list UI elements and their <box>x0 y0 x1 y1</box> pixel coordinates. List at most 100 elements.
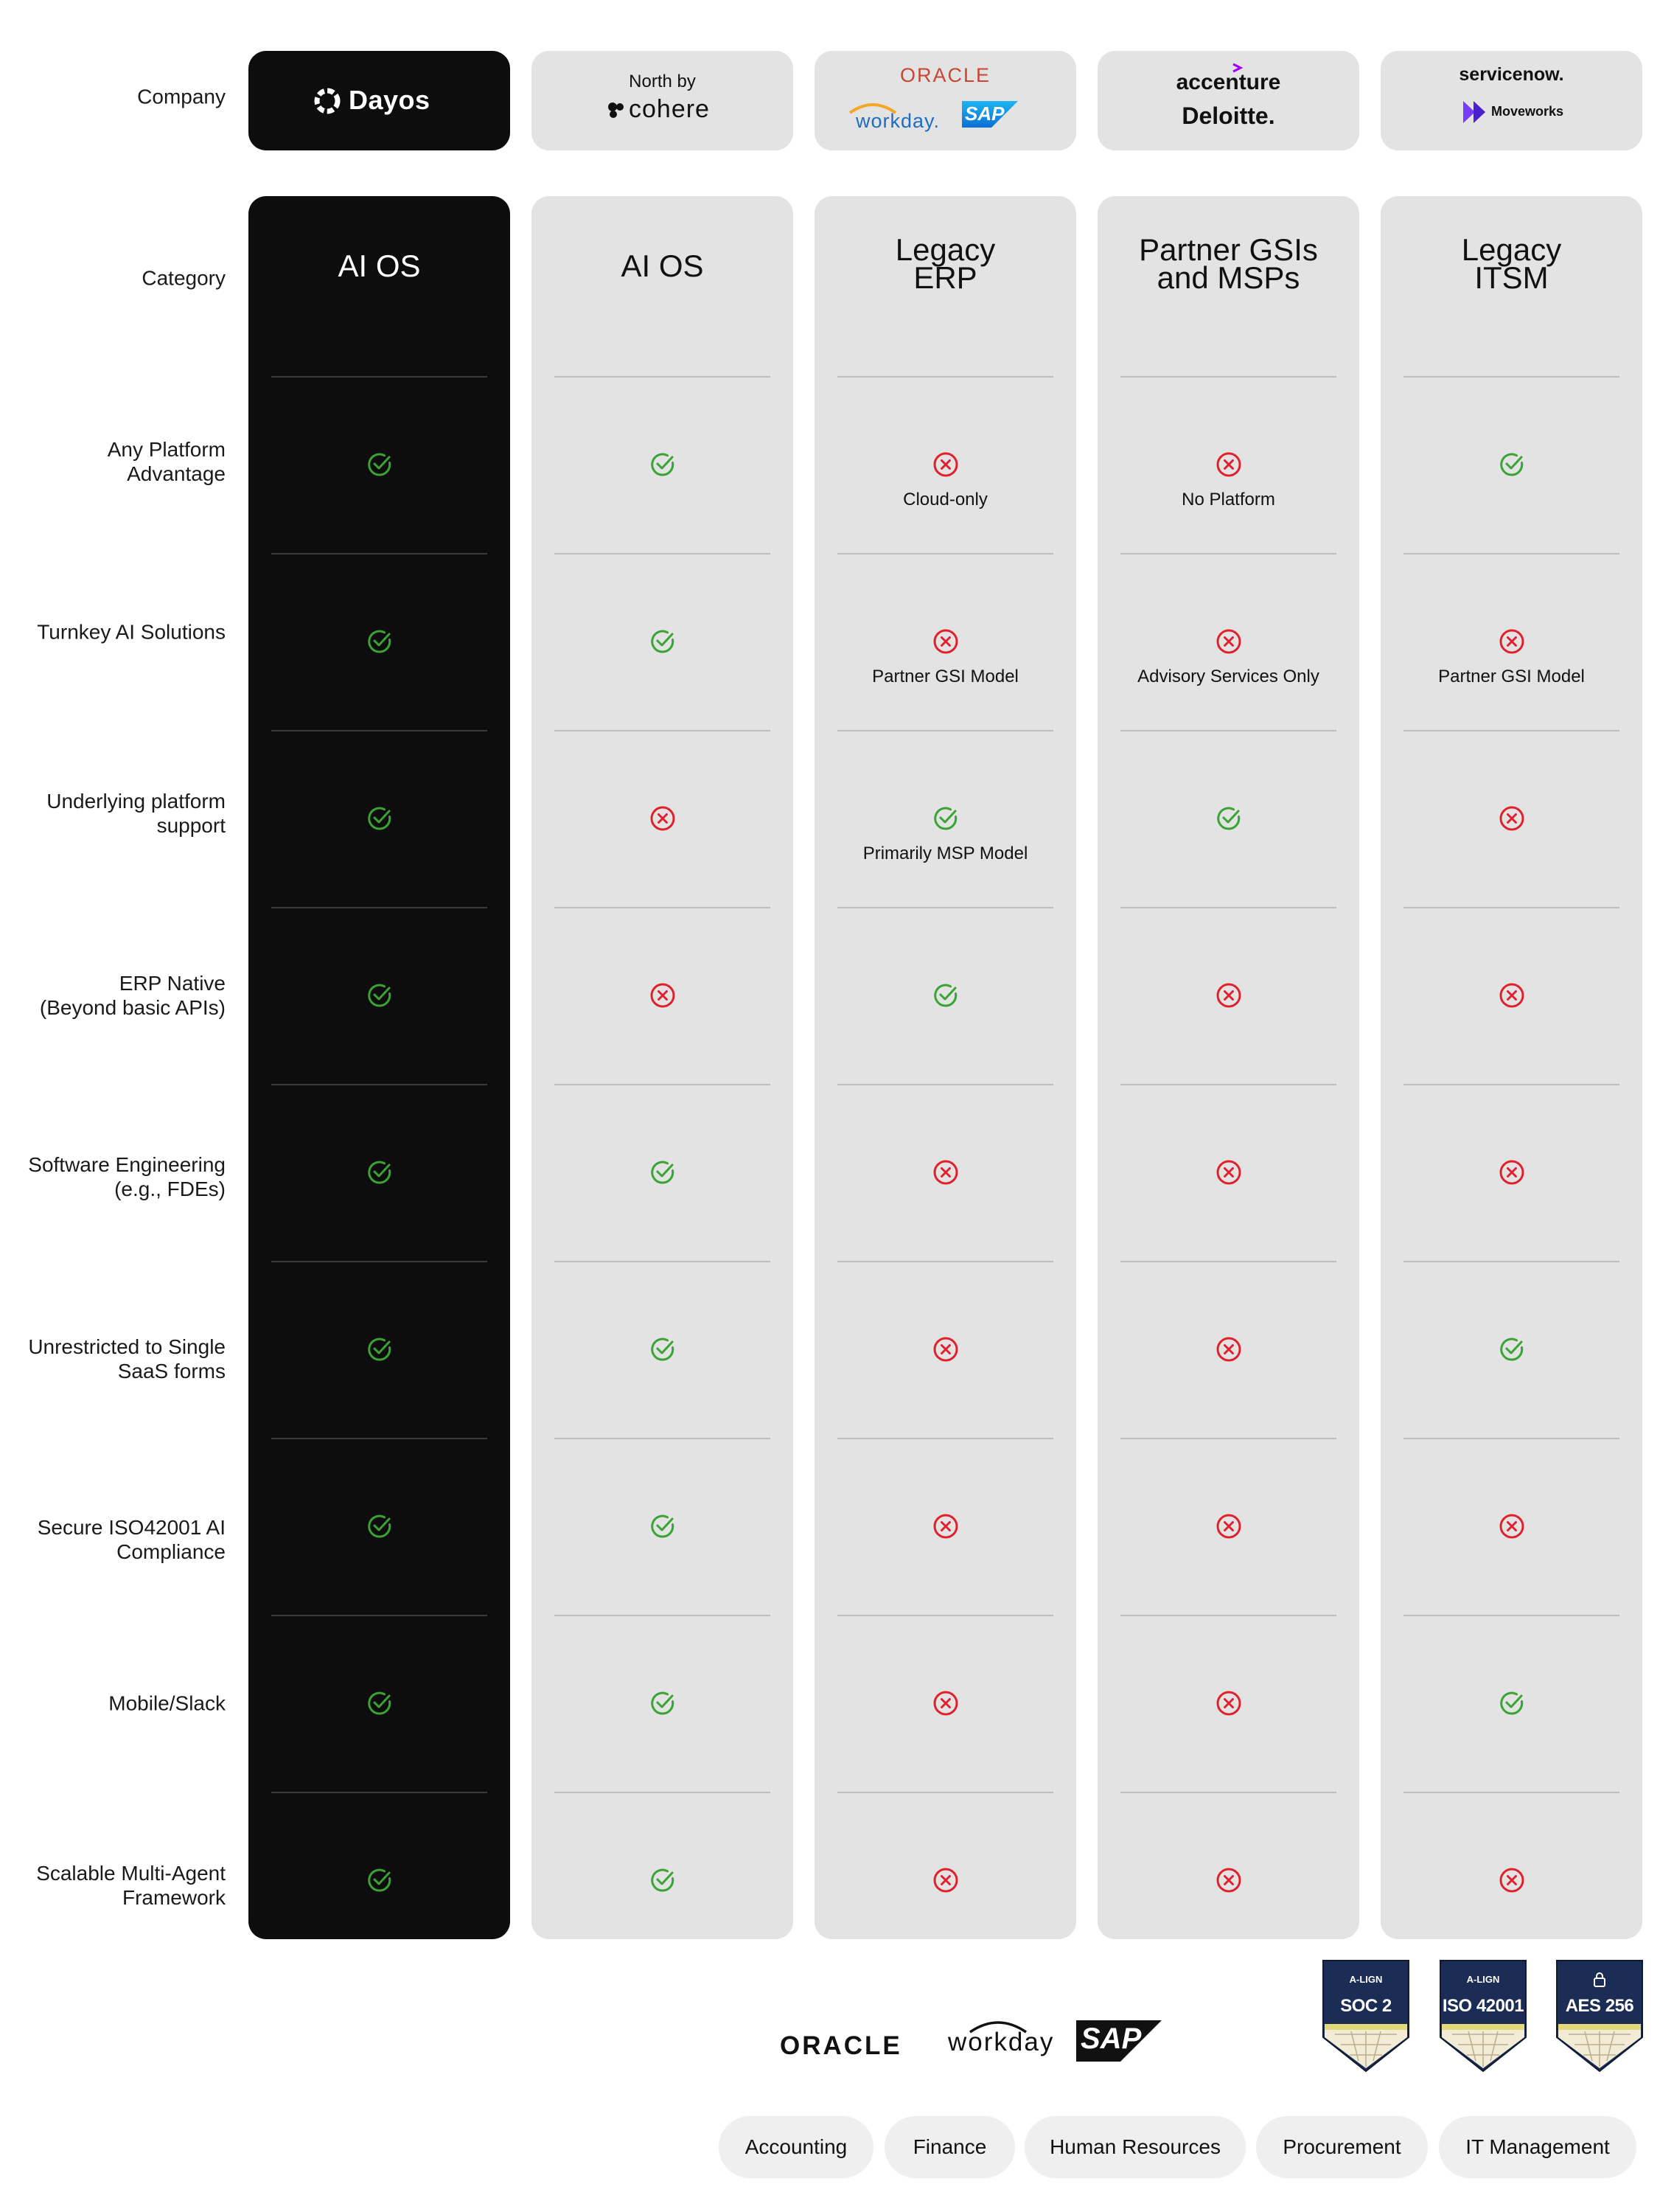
row-divider <box>1403 1261 1619 1262</box>
cross-icon <box>650 806 674 831</box>
servicenow-logo: servicenow. <box>1459 64 1564 85</box>
cross-icon <box>933 1868 958 1893</box>
cross-icon <box>1216 1514 1241 1539</box>
badge-title: ISO 42001 <box>1442 1996 1524 2016</box>
department-pill[interactable]: IT Management <box>1439 2116 1636 2178</box>
cross-icon <box>933 1691 958 1716</box>
moveworks-logo-icon <box>1463 101 1485 123</box>
row-divider <box>554 1084 770 1085</box>
cross-icon <box>1499 983 1524 1008</box>
badge-org: A-LIGN <box>1349 1974 1383 1985</box>
row-divider <box>271 1438 487 1439</box>
cross-icon <box>933 629 958 654</box>
workday-integration-logo: workday <box>948 2028 1055 2056</box>
check-icon <box>367 1868 391 1892</box>
cohere-logo-text: cohere <box>629 95 710 123</box>
workday-arc-icon <box>848 103 897 114</box>
sap-integration-logo-icon <box>1076 2020 1162 2062</box>
company-card-cohere: North by cohere <box>531 51 793 150</box>
cross-icon <box>1499 629 1524 654</box>
accenture-logo: accenture <box>1176 70 1281 94</box>
department-pill[interactable]: Finance <box>885 2116 1015 2178</box>
workday-integration-arc-icon <box>969 2021 1027 2034</box>
cross-icon <box>933 1337 958 1362</box>
cross-icon <box>1216 1160 1241 1185</box>
row-divider <box>554 730 770 731</box>
badge-title: AES 256 <box>1565 1996 1634 2016</box>
check-icon <box>650 1868 674 1892</box>
row-divider <box>837 1084 1053 1085</box>
row-divider <box>554 1615 770 1616</box>
feature-row-label: Secure ISO42001 AI Compliance <box>37 1516 226 1563</box>
north-by-text: North by <box>629 72 696 91</box>
row-divider <box>1403 730 1619 731</box>
badge-shield-icon <box>1322 1960 1409 2073</box>
check-icon <box>650 1691 674 1715</box>
category-row-label: Category <box>142 266 226 290</box>
department-pill[interactable]: Human Resources <box>1025 2116 1246 2178</box>
row-divider <box>554 376 770 378</box>
category-label: Partner GSIs and MSPs <box>1139 232 1318 295</box>
department-pill[interactable]: Accounting <box>719 2116 873 2178</box>
category-label: AI OS <box>621 248 704 283</box>
oracle-logo: ORACLE <box>899 64 991 86</box>
cross-icon <box>1216 983 1241 1008</box>
certification-badge: A-LIGN ISO 42001 <box>1437 1958 1529 2074</box>
company-card-itsm: servicenow. Moveworks <box>1381 51 1642 150</box>
moveworks-logo-text: Moveworks <box>1491 104 1564 119</box>
row-divider <box>1403 553 1619 554</box>
row-divider <box>271 1792 487 1793</box>
badge-title: SOC 2 <box>1340 1996 1392 2016</box>
row-divider <box>271 1261 487 1262</box>
row-divider <box>1403 376 1619 378</box>
row-divider <box>837 1615 1053 1616</box>
row-divider <box>271 1615 487 1616</box>
row-divider <box>1403 1084 1619 1085</box>
check-icon <box>1499 1338 1523 1361</box>
check-icon <box>933 984 957 1007</box>
row-divider <box>1120 376 1336 378</box>
check-icon <box>367 1691 391 1715</box>
cross-icon <box>933 1514 958 1539</box>
cell-note: Primarily MSP Model <box>862 844 1028 863</box>
check-icon <box>933 807 957 830</box>
cohere-logo-icon <box>608 102 624 118</box>
row-divider <box>554 1261 770 1262</box>
row-divider <box>554 1438 770 1439</box>
row-divider <box>554 1792 770 1793</box>
department-pill[interactable]: Procurement <box>1256 2116 1428 2178</box>
check-icon <box>367 1338 391 1361</box>
company-row-label: Company <box>137 85 226 108</box>
cell-note: Advisory Services Only <box>1137 667 1319 686</box>
sap-integration-logo-text: SAP <box>1081 2023 1142 2055</box>
cell-note: Partner GSI Model <box>872 667 1019 686</box>
category-label: AI OS <box>338 248 421 283</box>
feature-row-label: Underlying platform support <box>46 790 226 837</box>
row-divider <box>1403 1615 1619 1616</box>
company-card-gsi: accenture Deloitte. <box>1098 51 1359 150</box>
check-icon <box>367 630 391 653</box>
check-icon <box>367 1514 391 1538</box>
badge-shield-icon <box>1440 1960 1527 2073</box>
feature-row-label: Any Platform Advantage <box>107 438 226 485</box>
row-divider <box>1403 1792 1619 1793</box>
feature-row-label: Software Engineering (e.g., FDEs) <box>28 1153 226 1200</box>
check-icon <box>650 630 674 653</box>
row-divider <box>837 907 1053 908</box>
cross-icon <box>1499 1868 1524 1893</box>
check-icon <box>650 1161 674 1184</box>
cross-icon <box>650 983 674 1008</box>
comparison-column-dayos: AI OS <box>248 196 510 1939</box>
row-divider <box>837 376 1053 378</box>
category-label: Legacy ERP <box>895 232 996 295</box>
row-divider <box>1120 1261 1336 1262</box>
row-divider <box>1120 553 1336 554</box>
badge-org: A-LIGN <box>1466 1974 1500 1985</box>
badge-shield-icon <box>1556 1960 1643 2073</box>
check-icon <box>367 1161 391 1184</box>
check-icon <box>650 453 674 476</box>
row-divider <box>1120 1615 1336 1616</box>
cell-note: Cloud-only <box>903 490 988 509</box>
sap-logo-text: SAP <box>965 102 1005 125</box>
sap-logo-icon <box>962 101 1018 128</box>
